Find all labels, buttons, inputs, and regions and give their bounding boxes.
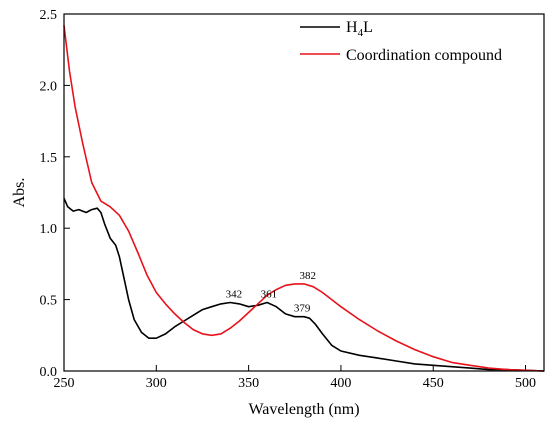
peak-label: 382	[299, 270, 316, 282]
ticks-layer: 250 300 350 400 450 500 0.0 0.5 1.0 1.5 2.0 2.5	[40, 8, 537, 391]
legend-label-h4l-tail: L	[363, 19, 373, 36]
y-tick-label: 0.5	[40, 294, 58, 309]
legend-label-h4l-base: H	[346, 19, 358, 36]
y-tick-label: 0.0	[40, 365, 58, 380]
y-tick-label: 2.0	[40, 79, 58, 94]
y-tick-label: 1.5	[40, 151, 58, 166]
legend-label-h4l: H4L	[346, 19, 373, 39]
legend-label-coordination-compound: Coordination compound	[346, 47, 502, 64]
x-axis-title: Wavelength (nm)	[248, 401, 359, 418]
x-tick-label: 500	[515, 376, 536, 391]
plot-frame	[63, 13, 545, 372]
series-layer	[63, 25, 545, 372]
series-line-coordination-compound	[63, 25, 545, 372]
x-tick-label: 450	[423, 376, 444, 391]
x-tick-label: 300	[146, 376, 167, 391]
y-tick-label: 2.5	[40, 8, 58, 23]
legend-label-h4l-sub: 4	[358, 27, 364, 39]
annotation-layer: 342 361 379 382	[226, 270, 316, 315]
series-line-h4l	[63, 197, 545, 372]
x-tick-label: 250	[54, 376, 75, 391]
x-tick-label: 350	[238, 376, 259, 391]
peak-label: 379	[294, 303, 311, 315]
y-tick-label: 1.0	[40, 222, 58, 237]
legend: H4L Coordination compound	[300, 19, 502, 64]
peak-label: 361	[261, 288, 278, 300]
x-tick-label: 400	[330, 376, 351, 391]
y-axis-title: Abs.	[11, 178, 28, 208]
peak-label: 342	[226, 288, 243, 300]
